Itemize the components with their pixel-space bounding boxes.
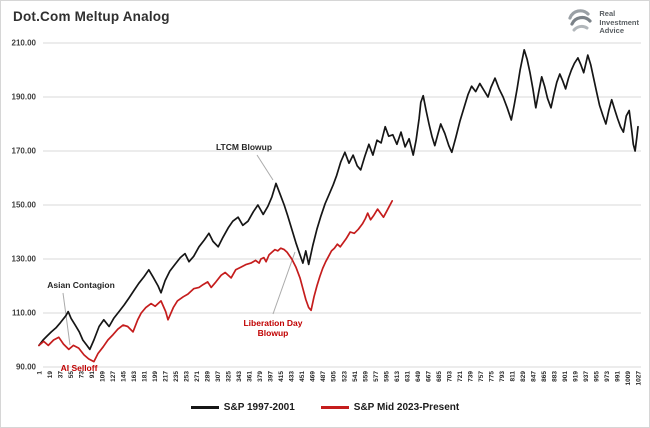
- logo-line-1: Real: [599, 9, 616, 19]
- svg-text:73: 73: [79, 371, 86, 379]
- legend-label: S&P 1997-2001: [223, 402, 295, 413]
- svg-text:775: 775: [488, 371, 495, 382]
- svg-text:595: 595: [383, 371, 390, 382]
- svg-text:271: 271: [194, 371, 201, 382]
- legend-swatch-red-line: [320, 406, 349, 409]
- svg-text:109: 109: [100, 371, 107, 382]
- svg-text:181: 181: [142, 371, 149, 382]
- svg-text:170.00: 170.00: [12, 147, 37, 156]
- chart-legend: S&P 1997-2001 S&P Mid 2023-Present: [1, 402, 649, 413]
- svg-text:721: 721: [457, 371, 464, 382]
- svg-text:901: 901: [562, 371, 569, 382]
- svg-text:469: 469: [310, 371, 317, 382]
- svg-text:631: 631: [404, 371, 411, 382]
- svg-text:577: 577: [373, 371, 380, 382]
- svg-text:253: 253: [184, 371, 191, 382]
- svg-text:451: 451: [299, 371, 306, 382]
- svg-text:19: 19: [47, 371, 54, 379]
- svg-text:505: 505: [331, 371, 338, 382]
- legend-label: S&P Mid 2023-Present: [353, 402, 460, 413]
- logo-text: Real Investment Advice: [599, 10, 639, 36]
- svg-text:37: 37: [58, 371, 65, 379]
- svg-text:757: 757: [478, 371, 485, 382]
- svg-text:163: 163: [131, 371, 138, 382]
- svg-text:235: 235: [173, 371, 180, 382]
- svg-text:847: 847: [530, 371, 537, 382]
- svg-text:379: 379: [257, 371, 264, 382]
- svg-text:667: 667: [425, 371, 432, 382]
- svg-text:90.00: 90.00: [16, 363, 37, 372]
- svg-text:210.00: 210.00: [12, 39, 37, 48]
- svg-text:919: 919: [572, 371, 579, 382]
- svg-text:793: 793: [499, 371, 506, 382]
- svg-text:973: 973: [604, 371, 611, 382]
- svg-text:937: 937: [583, 371, 590, 382]
- svg-text:397: 397: [268, 371, 275, 382]
- svg-text:91: 91: [89, 371, 96, 379]
- svg-text:703: 703: [446, 371, 453, 382]
- eagle-swirl-icon: [568, 9, 592, 32]
- legend-swatch-black-line: [190, 406, 219, 409]
- svg-text:1027: 1027: [636, 371, 643, 386]
- logo-line-2: Investment: [599, 17, 639, 27]
- svg-text:811: 811: [509, 371, 516, 382]
- svg-text:127: 127: [110, 371, 117, 382]
- svg-text:415: 415: [278, 371, 285, 382]
- svg-text:883: 883: [551, 371, 558, 382]
- svg-text:955: 955: [593, 371, 600, 382]
- svg-text:1009: 1009: [625, 371, 632, 386]
- svg-text:343: 343: [236, 371, 243, 382]
- svg-text:613: 613: [394, 371, 401, 382]
- svg-text:433: 433: [289, 371, 296, 382]
- svg-text:307: 307: [215, 371, 222, 382]
- svg-text:523: 523: [341, 371, 348, 382]
- svg-text:991: 991: [614, 371, 621, 382]
- svg-text:110.00: 110.00: [12, 309, 37, 318]
- legend-item-sp-mid-2023-present: S&P Mid 2023-Present: [320, 402, 460, 413]
- svg-text:289: 289: [205, 371, 212, 382]
- svg-text:361: 361: [247, 371, 254, 382]
- page-title: Dot.Com Meltup Analog: [13, 9, 170, 24]
- svg-text:217: 217: [163, 371, 170, 382]
- svg-text:145: 145: [121, 371, 128, 382]
- svg-text:150.00: 150.00: [12, 201, 37, 210]
- svg-text:325: 325: [226, 371, 233, 382]
- svg-text:55: 55: [68, 371, 75, 379]
- svg-text:865: 865: [541, 371, 548, 382]
- svg-text:487: 487: [320, 371, 327, 382]
- svg-text:739: 739: [467, 371, 474, 382]
- svg-text:190.00: 190.00: [12, 93, 37, 102]
- svg-text:130.00: 130.00: [12, 255, 37, 264]
- logo-line-3: Advice: [599, 26, 624, 36]
- svg-text:541: 541: [352, 371, 359, 382]
- svg-text:1: 1: [37, 371, 44, 375]
- real-investment-advice-logo: Real Investment Advice: [563, 7, 639, 39]
- legend-item-sp-1997-2001: S&P 1997-2001: [190, 402, 295, 413]
- svg-text:559: 559: [362, 371, 369, 382]
- svg-text:649: 649: [415, 371, 422, 382]
- svg-text:685: 685: [436, 371, 443, 382]
- svg-text:199: 199: [152, 371, 159, 382]
- svg-text:829: 829: [520, 371, 527, 382]
